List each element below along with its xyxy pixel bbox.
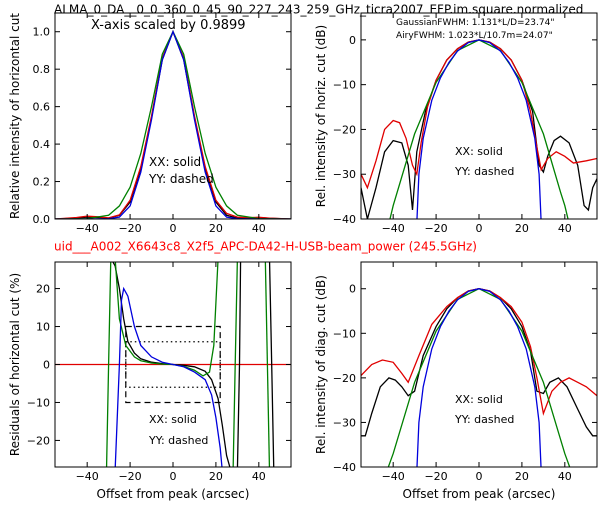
x-tick-label: 40 (558, 222, 572, 235)
x-axis-label: Offset from peak (arcsec) (403, 487, 556, 501)
x-tick-label: 0 (170, 470, 177, 483)
y-tick-label: 1.0 (33, 26, 51, 39)
x-tick-label: −40 (382, 222, 405, 235)
series-line-black (268, 262, 275, 467)
x-tick-label: 0 (476, 222, 483, 235)
x-tick-label: 20 (209, 222, 223, 235)
x-tick-label: −20 (424, 222, 447, 235)
y-axis-label: Rel. intensity of diag. cut (dB) (314, 275, 328, 454)
legend-entry: GaussianFWHM: 1.131*L/D=23.74" (396, 18, 554, 28)
line-style-note: YY: dashed (148, 172, 214, 186)
y-tick-label: −30 (333, 416, 356, 429)
scale-note: X-axis scaled by 0.9899 (91, 18, 246, 33)
series-line-black (361, 39, 597, 219)
line-style-note: XX: solid (455, 145, 503, 158)
y-tick-label: −10 (333, 327, 356, 340)
plot-frame (54, 12, 292, 220)
x-tick-label: −40 (382, 470, 405, 483)
series-line-green (389, 39, 569, 219)
line-style-note: XX: solid (149, 155, 201, 169)
x-tick-label: 40 (558, 470, 572, 483)
y-axis-label: Relative intensity of horizontal cut (8, 13, 22, 219)
x-tick-label: 20 (515, 470, 529, 483)
x-axis-label: Offset from peak (arcsec) (97, 487, 250, 501)
plot-panel-br: −40 −20 0 20 40 0 −10 −20 −30 −40 Rel. intensity o… (314, 261, 598, 501)
series-line-green (264, 262, 271, 467)
line-style-note: YY: dashed (454, 413, 514, 426)
y-tick-label: −20 (27, 434, 50, 447)
y-tick-label: −40 (333, 213, 356, 226)
series-line-red (55, 29, 291, 219)
y-tick-label: −30 (333, 168, 356, 181)
x-tick-label: 0 (476, 470, 483, 483)
series-line-green (114, 262, 219, 377)
x-tick-label: 40 (252, 470, 266, 483)
y-axis-label: Residuals of horizontal cut (%) (8, 273, 22, 456)
series-line-blue (55, 29, 291, 219)
y-tick-label: 10 (36, 321, 50, 334)
plot-frame (360, 261, 598, 468)
series-line-black (236, 262, 242, 467)
y-tick-label: 0.0 (33, 213, 51, 226)
series-line-green (387, 287, 571, 467)
y-axis-label: Rel. intensity of horiz. cut (dB) (314, 25, 328, 207)
y-tick-label: 0 (349, 283, 356, 296)
plot-panel-bl: −40 −20 0 20 40 20 10 0 −10 −20 Residuals of horiz… (8, 261, 292, 501)
x-tick-label: −20 (118, 222, 141, 235)
x-tick-label: 40 (252, 222, 266, 235)
y-tick-label: 0.4 (33, 138, 51, 151)
series-line-blue (114, 286, 223, 467)
y-tick-label: 0 (349, 34, 356, 47)
line-style-note: YY: dashed (454, 165, 514, 178)
series-line-green (105, 262, 112, 467)
y-tick-label: 0.6 (33, 101, 51, 114)
page-title: ALMA_0_DA__0_0_360_0_45_90_227_243_259_G… (54, 3, 583, 17)
y-tick-label: 0.8 (33, 63, 51, 76)
series-line-blue (416, 288, 542, 467)
series-line-green (232, 262, 238, 467)
y-tick-label: −10 (27, 396, 50, 409)
series-line-green (55, 30, 291, 219)
x-tick-label: −20 (424, 470, 447, 483)
x-tick-label: −40 (76, 470, 99, 483)
x-tick-label: 20 (515, 222, 529, 235)
y-tick-label: −20 (333, 372, 356, 385)
subtitle: uid___A002_X6643c8_X2f5_APC-DA42-H-USB-b… (54, 240, 477, 254)
y-tick-label: 20 (36, 283, 50, 296)
x-tick-label: −20 (118, 470, 141, 483)
y-tick-label: −10 (333, 79, 356, 92)
plot-frame (360, 12, 598, 220)
y-tick-label: −40 (333, 461, 356, 474)
line-style-note: XX: solid (455, 393, 503, 406)
x-tick-label: 0 (170, 222, 177, 235)
line-style-note: XX: solid (149, 413, 197, 426)
x-tick-label: 20 (209, 470, 223, 483)
x-tick-label: −40 (76, 222, 99, 235)
series-line-black (55, 29, 291, 219)
y-tick-label: −20 (333, 123, 356, 136)
series-line-blue (416, 39, 542, 219)
y-tick-label: 0.2 (33, 176, 51, 189)
legend-entry: AiryFWHM: 1.023*L/10.7m=24.07" (396, 31, 553, 41)
y-tick-label: 0 (43, 359, 50, 372)
line-style-note: YY: dashed (148, 434, 208, 447)
plot-panel-tr: −40 −20 0 20 40 0 −10 −20 −30 −40 Rel. intensity o… (314, 12, 598, 235)
plot-panel-tl: −40 −20 0 20 40 0.0 0.2 0.4 0.6 0.8 1.0 Relative in… (8, 12, 292, 235)
